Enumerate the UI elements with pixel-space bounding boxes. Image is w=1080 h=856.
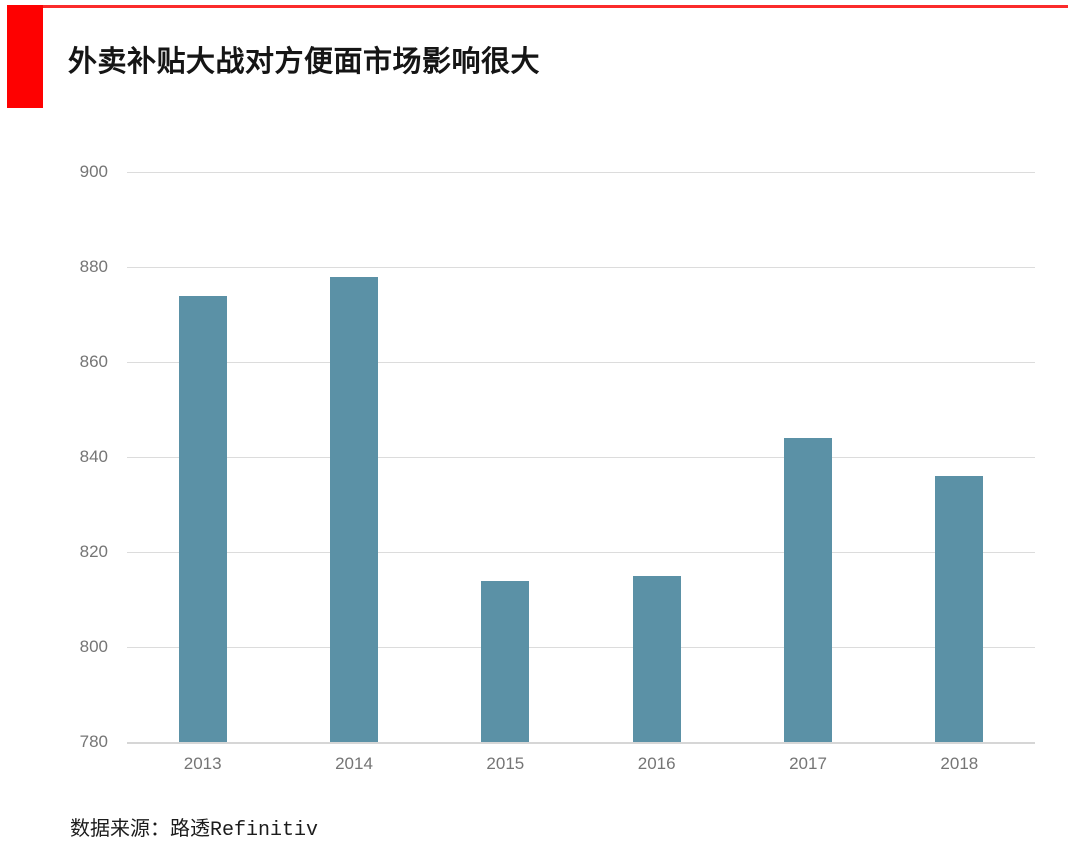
y-tick-label: 840 <box>79 447 108 466</box>
x-tick-label: 2015 <box>486 754 525 773</box>
top-red-rule <box>7 5 1068 8</box>
y-tick-label: 880 <box>79 256 108 276</box>
y-axis: 900 880 860 840 820 800 780 <box>0 162 110 751</box>
bar-2015 <box>481 580 530 742</box>
gridline <box>127 457 1035 458</box>
y-tick-label: 900 <box>79 162 108 181</box>
gridline <box>127 647 1035 648</box>
bar-2016 <box>632 575 681 742</box>
chart-title: 外卖补贴大战对方便面市场影响很大 <box>68 46 541 78</box>
x-tick-label: 2017 <box>789 754 827 773</box>
bar-2014 <box>330 276 378 742</box>
gridline <box>127 362 1035 363</box>
red-accent-block <box>7 5 43 108</box>
x-axis: 2013 2014 2015 2016 2017 2018 <box>127 744 1035 778</box>
x-tick-label: 2016 <box>637 754 676 773</box>
gridline <box>127 172 1035 173</box>
source-note: 数据来源：路透Refinitiv <box>70 819 319 842</box>
plot-area <box>127 172 1035 744</box>
x-tick-label: 2014 <box>335 754 373 773</box>
y-tick-label: 780 <box>79 732 108 751</box>
bar-2013 <box>178 295 227 742</box>
x-tick-label: 2018 <box>940 754 979 773</box>
bar-chart: 900 880 860 840 820 800 780 2013 2014 2015 2016 20… <box>0 162 1080 773</box>
gridline <box>127 267 1035 268</box>
y-tick-label: 860 <box>79 351 108 371</box>
y-tick-label: 800 <box>79 637 108 656</box>
x-tick-label: 2013 <box>183 754 222 773</box>
bar-2018 <box>935 476 984 742</box>
y-tick-label: 820 <box>79 541 108 561</box>
gridline <box>127 552 1035 553</box>
bar-2017 <box>784 438 832 742</box>
